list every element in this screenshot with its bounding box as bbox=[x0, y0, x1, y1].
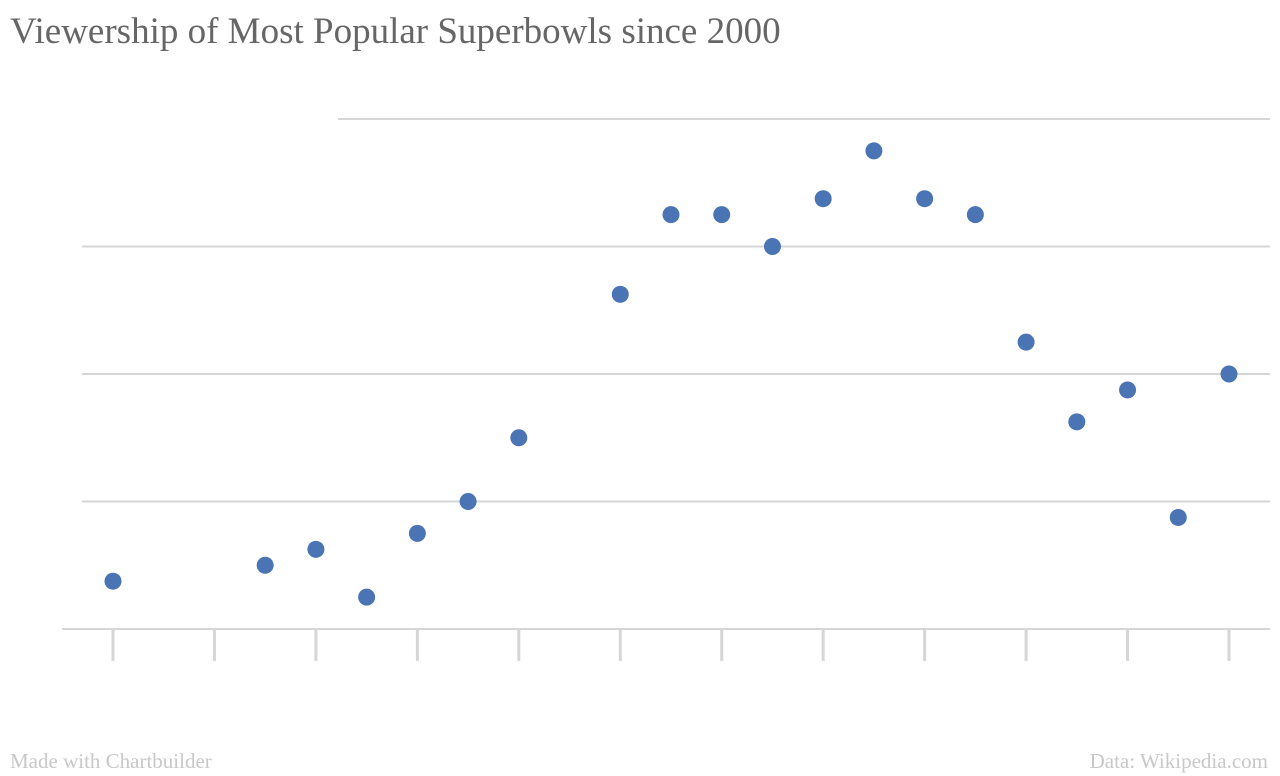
data-point bbox=[104, 572, 122, 590]
data-point bbox=[713, 206, 731, 224]
data-point bbox=[1017, 333, 1035, 351]
data-point bbox=[358, 588, 376, 606]
data-point bbox=[763, 238, 781, 255]
data-point bbox=[307, 540, 325, 558]
x-axis-ticks bbox=[111, 629, 1231, 661]
data-point bbox=[916, 190, 934, 208]
chartbuilder-credit: Made with Chartbuilder bbox=[10, 749, 212, 773]
data-point bbox=[408, 524, 426, 542]
data-point bbox=[1119, 381, 1137, 399]
gridlines bbox=[62, 118, 1270, 630]
data-point bbox=[814, 190, 832, 208]
data-point bbox=[966, 206, 984, 224]
data-point bbox=[865, 142, 883, 160]
data-point bbox=[1169, 508, 1187, 526]
data-point bbox=[1220, 365, 1238, 383]
data-points bbox=[104, 142, 1238, 606]
data-point bbox=[256, 556, 274, 574]
data-point bbox=[510, 429, 528, 447]
data-point bbox=[662, 206, 680, 224]
data-source: Data: Wikipedia.com bbox=[1089, 749, 1268, 773]
data-point bbox=[1068, 413, 1086, 431]
data-point bbox=[611, 285, 629, 303]
chart-title: Viewership of Most Popular Superbowls si… bbox=[10, 11, 781, 52]
data-point bbox=[459, 493, 477, 510]
